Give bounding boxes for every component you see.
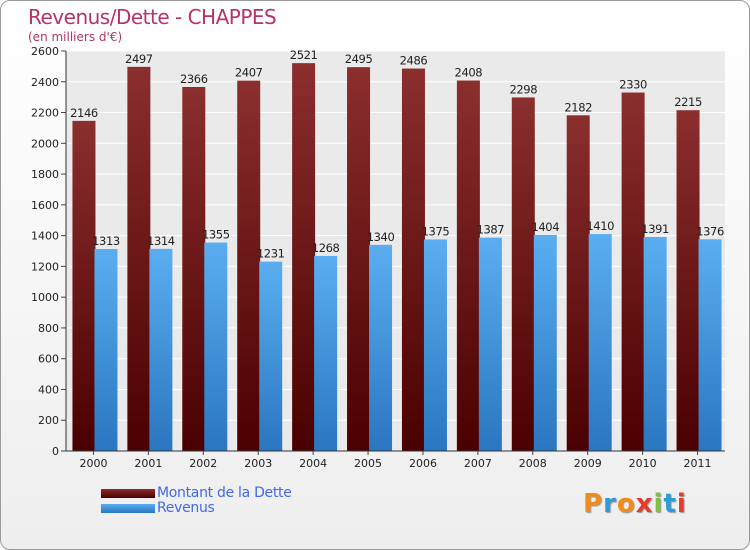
bar-revenus [94,249,118,451]
bar-revenus [149,248,173,451]
y-tick-label: 200 [38,414,59,427]
gridlines [66,50,725,452]
y-tick-label: 2600 [31,45,59,58]
data-label: 2497 [125,52,153,66]
data-label: 1376 [696,224,724,238]
data-label: 1404 [531,220,559,234]
bar-revenus [204,242,228,451]
logo-letter: i [653,489,664,519]
bar-revenus [259,261,283,451]
legend-label-dette: Montant de la Dette [157,485,292,501]
bar-dette [401,68,425,452]
data-label: 2521 [290,48,318,62]
logo-letter: o [616,489,636,519]
bar-dette [127,66,151,451]
x-tick-label: 2006 [409,457,437,470]
data-label: 1314 [147,234,175,248]
x-tick-label: 2000 [79,457,107,470]
y-tick-label: 1600 [31,199,59,212]
data-label: 2330 [619,78,647,92]
y-tick-label: 1200 [31,260,59,273]
data-label: 2366 [180,72,208,86]
y-tick-label: 800 [38,322,59,335]
axes: 0 200 400 600 800 1000 1200 1400 1600 1800 2000 220… [31,45,725,470]
data-label: 2408 [455,66,483,80]
x-tick-label: 2004 [299,457,327,470]
data-label: 1313 [92,234,120,248]
y-tick-label: 400 [38,383,59,396]
bar-revenus [643,237,667,451]
data-label: 2146 [70,106,98,120]
data-label: 1391 [641,222,669,236]
data-label: 2495 [345,52,373,66]
bar-dette [621,92,645,452]
x-tick-label: 2001 [134,457,162,470]
data-label: 1268 [312,241,340,255]
plot-area [66,51,725,451]
bar-dette [511,97,535,451]
x-tick-label: 2007 [464,457,492,470]
bar-dette [566,115,590,452]
bar-dette [347,67,371,452]
x-tick-label: 2009 [574,457,602,470]
bar-revenus [588,234,612,451]
chart-subtitle: (en milliers d'€) [28,30,123,44]
bars [72,63,722,452]
bar-revenus [478,237,502,451]
legend-swatch-dette [101,489,155,498]
legend-label-revenus: Revenus [157,500,215,516]
data-label: 2486 [400,54,428,68]
data-label: 1410 [586,219,614,233]
bar-dette [676,110,700,451]
bar-dette [292,63,316,452]
y-tick-label: 1000 [31,291,59,304]
bar-dette [237,80,261,451]
data-label: 2407 [235,66,263,80]
data-labels: 2146 1313 2497 1314 2366 1355 2407 1231 2521 1268… [70,48,724,260]
logo-letter: r [603,489,617,519]
data-label: 1387 [477,223,505,237]
data-label: 1375 [422,224,450,238]
data-label: 1231 [257,247,285,261]
y-tick-label: 0 [52,445,59,458]
logo-letter: P [583,489,604,519]
bar-dette [72,120,96,451]
y-tick-label: 1400 [31,230,59,243]
bar-revenus [423,239,447,451]
data-label: 1355 [202,228,230,242]
y-tick-label: 2200 [31,107,59,120]
bar-revenus [314,255,338,451]
y-tick-label: 2400 [31,76,59,89]
legend-swatch-revenus [101,504,155,513]
x-tick-label: 2003 [244,457,272,470]
chart-title: Revenus/Dette - CHAPPES [28,5,277,29]
data-label: 2215 [674,95,702,109]
logo-letter: i [676,489,687,519]
logo-letter: t [663,489,677,519]
y-tick-label: 600 [38,353,59,366]
bar-revenus [698,239,722,451]
bar-revenus [533,235,557,451]
x-tick-label: 2002 [189,457,217,470]
bar-dette [182,87,206,451]
logo-letter: x [635,489,654,519]
proxiti-logo: Proxiti [583,489,687,519]
data-label: 2182 [564,100,592,114]
data-label: 1340 [367,230,395,244]
bar-dette [456,80,480,452]
x-tick-label: 2011 [684,457,712,470]
data-label: 2298 [509,82,537,96]
x-tick-label: 2005 [354,457,382,470]
y-tick-label: 1800 [31,168,59,181]
x-tick-label: 2010 [629,457,657,470]
x-tick-label: 2008 [519,457,547,470]
y-tick-label: 2000 [31,137,59,150]
bar-revenus [369,244,393,451]
plot-background [66,51,725,451]
